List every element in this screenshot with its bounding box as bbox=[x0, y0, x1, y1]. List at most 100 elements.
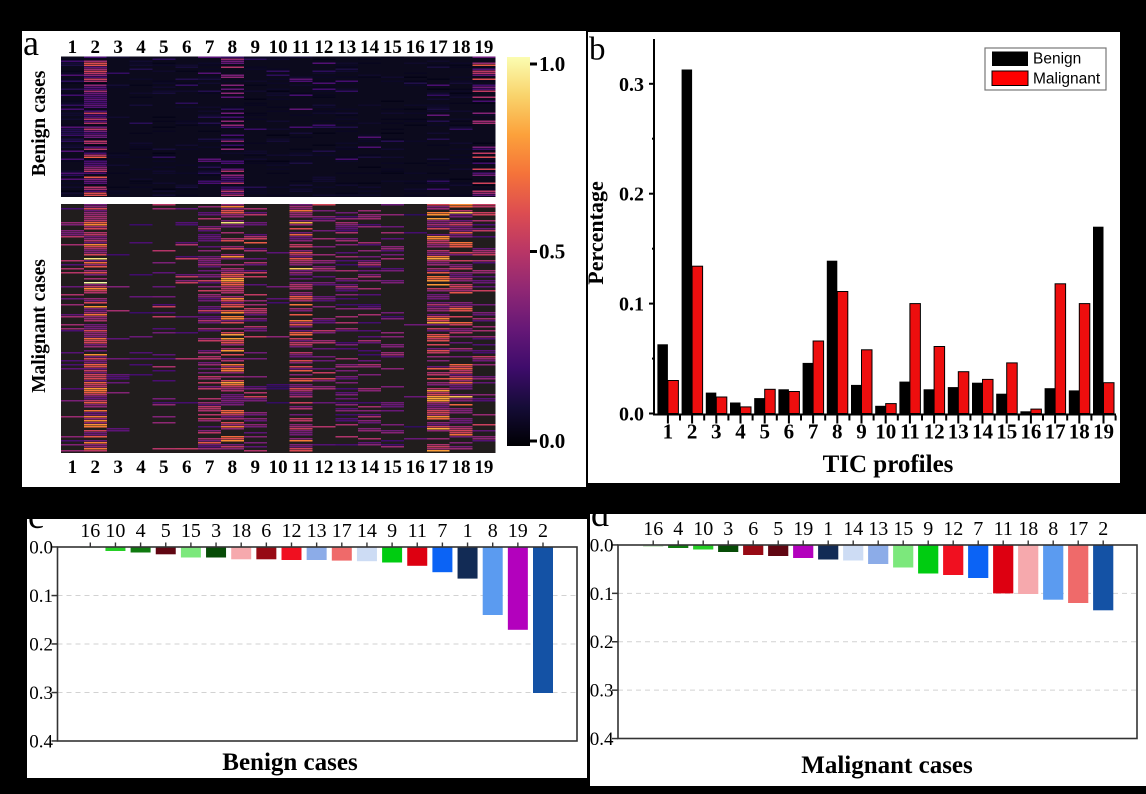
svg-text:12: 12 bbox=[282, 520, 302, 542]
svg-text:10: 10 bbox=[105, 520, 125, 542]
svg-text:12: 12 bbox=[314, 457, 333, 478]
svg-text:4: 4 bbox=[673, 518, 683, 540]
svg-text:1: 1 bbox=[823, 518, 833, 540]
svg-text:6: 6 bbox=[182, 37, 192, 58]
svg-text:0.4: 0.4 bbox=[29, 732, 53, 753]
svg-text:17: 17 bbox=[1068, 518, 1088, 540]
svg-text:6: 6 bbox=[261, 520, 271, 542]
svg-text:2: 2 bbox=[91, 37, 101, 58]
svg-text:1: 1 bbox=[68, 457, 78, 478]
svg-text:a: a bbox=[23, 31, 39, 63]
svg-text:13: 13 bbox=[948, 420, 969, 444]
svg-text:6: 6 bbox=[748, 518, 758, 540]
svg-text:Benign: Benign bbox=[1033, 51, 1081, 68]
svg-text:19: 19 bbox=[793, 518, 813, 540]
svg-text:2: 2 bbox=[687, 420, 698, 444]
svg-text:13: 13 bbox=[868, 518, 888, 540]
svg-text:16: 16 bbox=[80, 520, 100, 542]
svg-text:17: 17 bbox=[429, 37, 449, 58]
svg-text:11: 11 bbox=[900, 420, 920, 444]
svg-text:3: 3 bbox=[723, 518, 733, 540]
svg-text:4: 4 bbox=[136, 37, 146, 58]
svg-text:9: 9 bbox=[856, 420, 867, 444]
svg-text:0.0: 0.0 bbox=[539, 429, 565, 453]
svg-text:4: 4 bbox=[735, 420, 746, 444]
svg-text:11: 11 bbox=[292, 457, 310, 478]
svg-text:11: 11 bbox=[408, 520, 427, 542]
svg-text:14: 14 bbox=[357, 520, 377, 542]
svg-text:10: 10 bbox=[269, 457, 288, 478]
svg-text:8: 8 bbox=[228, 37, 238, 58]
svg-text:16: 16 bbox=[406, 457, 425, 478]
svg-text:0.4: 0.4 bbox=[590, 729, 614, 750]
svg-text:18: 18 bbox=[231, 520, 251, 542]
svg-text:5: 5 bbox=[159, 37, 169, 58]
svg-text:18: 18 bbox=[1018, 518, 1038, 540]
svg-text:15: 15 bbox=[383, 457, 402, 478]
svg-text:9: 9 bbox=[387, 520, 397, 542]
svg-text:14: 14 bbox=[843, 518, 863, 540]
svg-text:5: 5 bbox=[161, 520, 171, 542]
svg-text:14: 14 bbox=[360, 457, 380, 478]
svg-text:0.1: 0.1 bbox=[29, 586, 53, 607]
svg-text:9: 9 bbox=[251, 457, 260, 478]
svg-text:5: 5 bbox=[759, 420, 770, 444]
svg-text:0.2: 0.2 bbox=[590, 632, 614, 653]
svg-text:7: 7 bbox=[973, 518, 983, 540]
svg-text:13: 13 bbox=[307, 520, 327, 542]
svg-text:0.0: 0.0 bbox=[29, 538, 53, 559]
svg-text:Malignant cases: Malignant cases bbox=[29, 259, 50, 393]
svg-text:0.3: 0.3 bbox=[619, 74, 644, 96]
svg-text:0.1: 0.1 bbox=[590, 584, 614, 605]
svg-text:14: 14 bbox=[972, 420, 994, 444]
svg-text:6: 6 bbox=[182, 457, 192, 478]
svg-text:TIC profiles: TIC profiles bbox=[823, 451, 954, 478]
svg-text:11: 11 bbox=[292, 37, 310, 58]
svg-text:4: 4 bbox=[136, 457, 146, 478]
svg-text:15: 15 bbox=[893, 518, 913, 540]
svg-text:2: 2 bbox=[91, 457, 101, 478]
svg-text:4: 4 bbox=[136, 520, 146, 542]
svg-text:13: 13 bbox=[337, 457, 356, 478]
svg-text:Malignant: Malignant bbox=[1033, 71, 1101, 88]
svg-text:0.3: 0.3 bbox=[590, 681, 614, 702]
svg-text:8: 8 bbox=[228, 457, 238, 478]
svg-text:0.0: 0.0 bbox=[619, 404, 644, 426]
svg-text:19: 19 bbox=[1093, 420, 1114, 444]
svg-text:1: 1 bbox=[463, 520, 473, 542]
svg-text:10: 10 bbox=[875, 420, 896, 444]
svg-text:15: 15 bbox=[383, 37, 402, 58]
svg-text:1.0: 1.0 bbox=[539, 52, 565, 76]
svg-text:7: 7 bbox=[437, 520, 447, 542]
svg-text:16: 16 bbox=[643, 518, 663, 540]
svg-text:14: 14 bbox=[360, 37, 380, 58]
svg-text:11: 11 bbox=[994, 518, 1013, 540]
svg-text:0.1: 0.1 bbox=[619, 294, 644, 316]
svg-text:7: 7 bbox=[205, 457, 215, 478]
svg-text:Benign cases: Benign cases bbox=[29, 70, 50, 176]
svg-text:0.0: 0.0 bbox=[590, 536, 614, 557]
svg-text:2: 2 bbox=[538, 520, 548, 542]
svg-text:10: 10 bbox=[693, 518, 713, 540]
svg-text:2: 2 bbox=[1098, 518, 1108, 540]
svg-text:17: 17 bbox=[1045, 420, 1066, 444]
svg-text:1: 1 bbox=[663, 420, 674, 444]
svg-text:18: 18 bbox=[452, 457, 471, 478]
svg-text:9: 9 bbox=[251, 37, 260, 58]
svg-text:12: 12 bbox=[314, 37, 333, 58]
svg-text:7: 7 bbox=[808, 420, 819, 444]
svg-text:17: 17 bbox=[332, 520, 352, 542]
svg-text:8: 8 bbox=[1048, 518, 1058, 540]
svg-text:0.2: 0.2 bbox=[29, 635, 53, 656]
svg-text:12: 12 bbox=[943, 518, 963, 540]
svg-text:c: c bbox=[28, 519, 44, 536]
svg-text:6: 6 bbox=[784, 420, 795, 444]
svg-text:16: 16 bbox=[406, 37, 425, 58]
svg-text:5: 5 bbox=[773, 518, 783, 540]
svg-text:3: 3 bbox=[211, 520, 221, 542]
svg-text:b: b bbox=[589, 32, 606, 68]
svg-text:Malignant cases: Malignant cases bbox=[801, 752, 973, 779]
svg-text:1: 1 bbox=[68, 37, 78, 58]
svg-text:19: 19 bbox=[474, 457, 493, 478]
svg-text:Percentage: Percentage bbox=[588, 181, 608, 285]
